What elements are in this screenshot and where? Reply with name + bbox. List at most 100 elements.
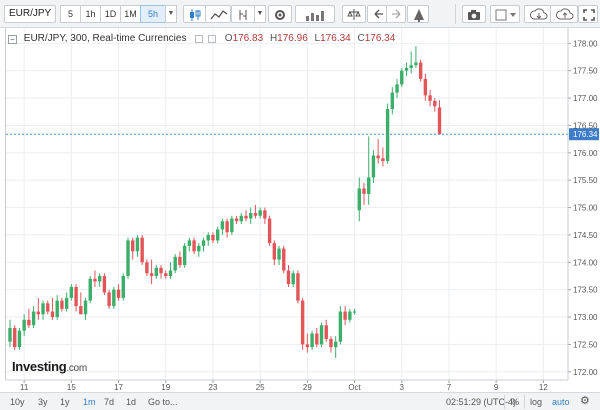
candle-body-down [211,234,215,241]
interval-1h[interactable]: 1h [80,5,101,23]
candle-body-down [418,62,423,79]
candle-body-down [145,262,149,274]
cloud-upload-icon[interactable] [550,5,578,23]
candle-body-up [97,275,102,282]
clock-readout: 02:51:29 (UTC-4) [446,397,517,407]
x-tick-label: 25 [256,383,265,392]
bottom-divider [524,395,525,409]
candle-body-up [239,215,243,222]
candle-body-down [381,158,385,162]
low-value: 176.34 [320,33,351,44]
brand-suffix: .com [66,363,87,374]
y-tick-label: 174.00 [573,258,598,267]
price-chart[interactable]: 176.34 172.00 172.50 173.00 173.50 174.00 174… [0,0,600,392]
y-tick-label: 177.00 [573,94,598,103]
candle-body-up [357,188,361,211]
candle-body-down [79,306,83,315]
range-1d[interactable]: 1d [126,397,137,407]
legend-settings-icon[interactable] [208,35,216,43]
legend-visibility-icon[interactable] [195,35,204,43]
candle-body-down [376,155,380,159]
candle-body-down [164,273,168,276]
candle-body-up [83,300,88,315]
candle-body-up [215,229,220,241]
balance-icon[interactable] [342,5,366,23]
settings-icon[interactable] [268,5,292,23]
bottom-toolbar: 10y 3y 1y 1m 7d 1d Go to... 02:51:29 (UT… [0,392,600,410]
candle-body-down [343,311,347,320]
x-tick-label: 7 [447,383,452,392]
y-tick-label: 175.50 [573,176,598,185]
candle-body-down [267,218,272,244]
log-toggle[interactable]: log [530,397,543,407]
candle-body-up [400,70,404,85]
candle-body-down [300,300,305,345]
candle-body-down [131,240,135,252]
candle-body-down [282,248,286,271]
candle-body-up [414,62,418,66]
last-price-tag-bg [569,128,599,141]
high-label: H [269,33,278,44]
y-tick-label: 177.50 [573,67,598,76]
range-10y[interactable]: 10y [10,397,25,407]
fx-dropdown-caret-icon[interactable]: ▼ [254,5,266,23]
color-icon[interactable] [490,5,520,23]
x-tick-label: 23 [209,383,218,392]
close-value: 176.34 [364,33,396,44]
range-1y[interactable]: 1y [60,397,70,407]
auto-toggle[interactable]: auto [552,397,570,407]
y-tick-label: 175.00 [573,204,598,213]
alert-icon[interactable] [407,5,429,23]
camera-icon[interactable] [462,5,486,23]
candle-body-down [74,286,78,307]
range-7d[interactable]: 7d [104,397,115,407]
candle-body-up [201,240,206,246]
x-tick-label: 19 [161,383,170,392]
percent-toggle[interactable]: % [511,397,520,407]
toolbar-divider [455,4,456,24]
candle-body-down [116,289,121,298]
x-tick-label: 3 [400,383,405,392]
redo-icon[interactable] [386,5,406,23]
candle-layer [8,46,442,359]
candle-body-up [64,297,69,309]
candle-body-up [367,177,371,194]
y-tick-label: 173.00 [573,313,598,322]
candle-body-up [249,213,253,219]
symbol-input[interactable]: EUR/JPY [4,5,56,23]
candle-body-up [69,286,74,298]
x-tick-label: 9 [494,383,499,392]
candle-body-up [41,303,45,315]
candle-body-up [404,67,409,71]
collapse-legend-icon[interactable]: − [8,34,17,44]
y-tick-label: 172.50 [573,340,598,349]
candle-body-down [272,243,277,260]
investing-logo[interactable]: Investing.com [12,359,87,374]
fullscreen-icon[interactable] [578,5,598,23]
chart-legend: − EUR/JPY, 300, Real-time Currencies O17… [8,32,397,46]
candle-body-down [428,95,432,101]
goto-date-button[interactable]: Go to... [148,397,178,407]
candle-body-down [253,213,258,216]
candle-body-up [395,84,399,93]
candle-body-up [310,333,314,348]
interval-5h[interactable]: 5h [140,5,166,23]
range-1m[interactable]: 1m [83,397,96,407]
interval-dropdown-caret-icon[interactable]: ▼ [165,5,177,23]
candle-body-down [192,240,196,252]
compare-icon[interactable] [295,5,335,23]
candle-body-up [22,319,26,331]
candle-body-down [286,270,291,285]
indicators-icon[interactable] [205,5,231,23]
candle-body-down [178,256,182,266]
grid-layer [6,28,568,380]
candle-body-up [197,245,201,252]
candle-body-up [319,325,324,345]
range-3y[interactable]: 3y [38,397,48,407]
candle-body-up [230,218,234,233]
candle-body-down [60,300,64,309]
candle-body-down [13,327,17,348]
axis-layer: 172.00 172.50 173.00 173.50 174.00 174.50 175.… [6,28,598,392]
candle-body-up [31,311,36,326]
gear-icon[interactable]: ⚙ [580,395,590,407]
